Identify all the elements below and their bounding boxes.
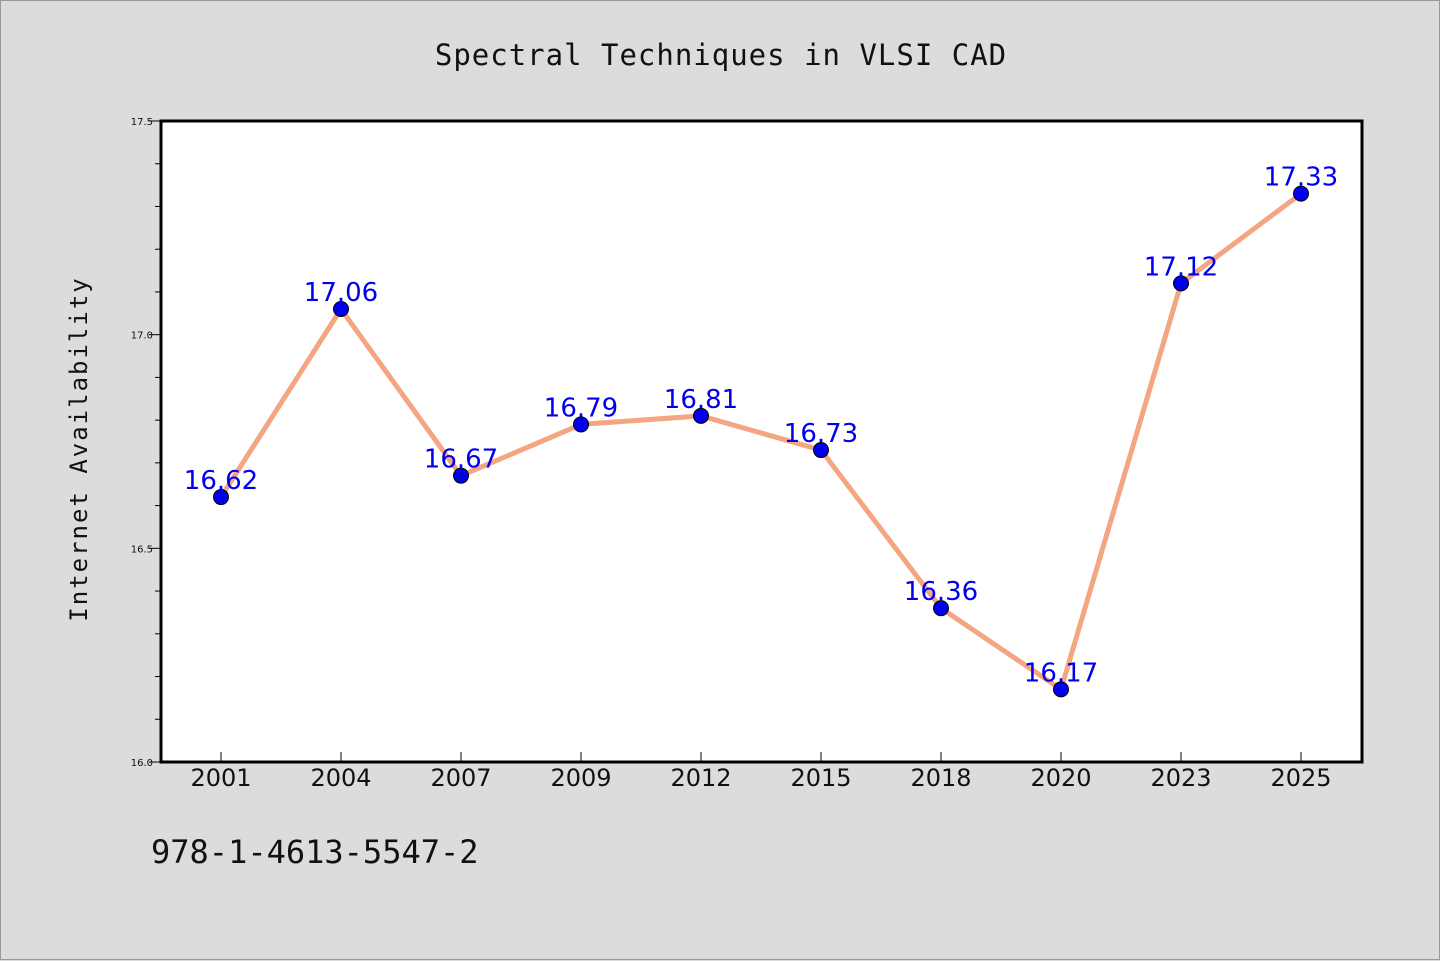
- data-point: [1293, 185, 1309, 202]
- plot-area: [159, 119, 1364, 764]
- x-axis: 2001 2004 2007 2009 2012 2015 2018 2020 2023 2025: [190, 752, 1332, 792]
- x-tick-label: 2012: [670, 764, 731, 792]
- data-point: [213, 489, 229, 506]
- data-point: [333, 301, 349, 318]
- x-tick-label: 2025: [1270, 764, 1331, 792]
- chart-title: Spectral Techniques in VLSI CAD: [435, 38, 1007, 72]
- series-group: [213, 185, 1309, 698]
- data-label: 16.81: [664, 385, 738, 415]
- y-axis-label: Internet Availability: [65, 276, 93, 621]
- data-label: 16.17: [1024, 658, 1098, 688]
- y-tick-label: 17.5: [131, 117, 153, 128]
- data-label: 16.67: [424, 445, 498, 475]
- data-label: 17.33: [1264, 163, 1338, 193]
- x-tick-label: 2007: [430, 764, 491, 792]
- y-tick-label: 16.0: [131, 758, 153, 769]
- x-tick-label: 2020: [1030, 764, 1091, 792]
- data-point: [573, 416, 589, 433]
- data-label: 16.73: [784, 419, 858, 449]
- isbn-text: 978-1-4613-5547-2: [151, 833, 479, 871]
- y-axis: 16.0 16.5 17.0 17.5: [131, 117, 161, 769]
- data-point: [693, 407, 709, 424]
- data-point: [813, 442, 829, 459]
- data-label: 17.06: [304, 278, 378, 308]
- data-point: [933, 600, 949, 617]
- x-tick-label: 2015: [790, 764, 851, 792]
- data-point: [1173, 275, 1189, 292]
- data-point: [453, 467, 469, 484]
- data-label: 16.36: [904, 577, 978, 607]
- y-tick-label: 17.0: [131, 331, 153, 342]
- x-tick-label: 2018: [910, 764, 971, 792]
- data-point: [1053, 681, 1069, 698]
- data-label: 17.12: [1144, 252, 1218, 282]
- x-tick-label: 2001: [190, 764, 251, 792]
- series-line: [218, 191, 1304, 692]
- y-tick-label: 16.5: [131, 544, 153, 555]
- x-tick-label: 2004: [310, 764, 371, 792]
- data-labels: 16.62 17.06 16.67 16.79 16.81 16.73 16.36 16.17…: [184, 163, 1338, 689]
- data-label: 16.79: [544, 393, 618, 423]
- data-label: 16.62: [184, 466, 258, 496]
- x-tick-label: 2023: [1150, 764, 1211, 792]
- x-tick-label: 2009: [550, 764, 611, 792]
